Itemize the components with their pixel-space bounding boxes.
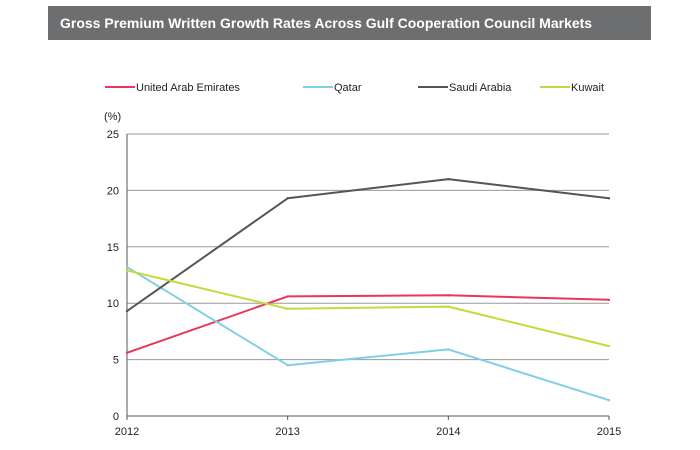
legend-label-qatar: Qatar bbox=[334, 82, 362, 94]
y-axis-label: (%) bbox=[104, 111, 121, 123]
x-tick-label-2015: 2015 bbox=[597, 426, 621, 438]
legend-label-kuwait: Kuwait bbox=[571, 82, 604, 94]
data-point-saudi-arabia-2014 bbox=[447, 177, 450, 181]
legend-layer: United Arab Emirates Qatar Saudi Arabia Kuw… bbox=[105, 82, 604, 94]
y-tick-label-20: 20 bbox=[107, 185, 119, 197]
data-point-kuwait-2015 bbox=[607, 344, 611, 348]
x-tick-label-2013: 2013 bbox=[275, 426, 299, 438]
data-point-qatar-2012 bbox=[125, 265, 129, 269]
series-layer bbox=[125, 177, 611, 402]
y-tick-label-10: 10 bbox=[107, 298, 119, 310]
series-line-qatar bbox=[126, 266, 610, 402]
data-point-united-arab-emirates-2012 bbox=[125, 351, 129, 355]
legend-label-united-arab-emirates: United Arab Emirates bbox=[136, 82, 240, 94]
data-point-kuwait-2012 bbox=[125, 269, 129, 272]
x-tick-label-2014: 2014 bbox=[436, 426, 460, 438]
y-tick-label-0: 0 bbox=[113, 411, 119, 423]
data-point-qatar-2014 bbox=[447, 348, 450, 351]
grid-layer bbox=[127, 133, 609, 361]
y-tick-label-5: 5 bbox=[113, 355, 119, 367]
data-point-kuwait-2013 bbox=[286, 307, 289, 311]
series-line-kuwait bbox=[126, 269, 610, 348]
data-point-qatar-2015 bbox=[607, 399, 611, 402]
data-point-united-arab-emirates-2014 bbox=[447, 294, 450, 297]
series-line-saudi-arabia bbox=[126, 178, 610, 312]
chart-title: Gross Premium Written Growth Rates Acros… bbox=[48, 6, 651, 40]
data-point-united-arab-emirates-2013 bbox=[286, 295, 289, 298]
x-tick-label-2012: 2012 bbox=[115, 426, 139, 438]
data-point-kuwait-2014 bbox=[447, 305, 450, 308]
y-tick-label-15: 15 bbox=[107, 242, 119, 254]
data-point-saudi-arabia-2012 bbox=[125, 309, 129, 313]
series-line-united-arab-emirates bbox=[126, 294, 610, 354]
data-point-saudi-arabia-2015 bbox=[607, 197, 611, 200]
data-point-united-arab-emirates-2015 bbox=[607, 298, 611, 302]
y-tick-label-25: 25 bbox=[107, 129, 119, 141]
data-point-qatar-2013 bbox=[286, 364, 289, 367]
axis-layer: 0 5 10 15 20 25 2012 2013 2014 2015 bbox=[107, 129, 621, 438]
data-point-saudi-arabia-2013 bbox=[286, 197, 289, 200]
legend-label-saudi-arabia: Saudi Arabia bbox=[449, 82, 512, 94]
